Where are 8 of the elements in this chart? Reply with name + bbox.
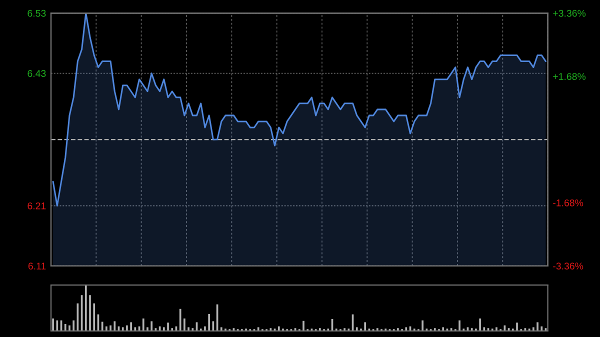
y-tick-label: 6.21 [28,202,46,210]
y-tick-label: 6.11 [28,262,46,270]
y-tick-label: 6.53 [28,10,46,17]
y2-tick-label: +3.36% [553,10,586,17]
y2-tick-label: -1.68% [553,199,584,206]
y2-tick-label: +1.68% [553,73,586,80]
y-tick-label: 6.43 [28,70,46,77]
y2-tick-label: -3.36% [553,262,584,270]
